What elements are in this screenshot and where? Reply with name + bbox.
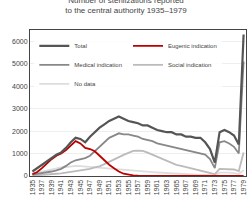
svg-text:1935: 1935	[29, 180, 36, 196]
svg-text:1971: 1971	[201, 180, 208, 196]
svg-text:1957: 1957	[134, 180, 141, 196]
svg-text:1955: 1955	[125, 180, 132, 196]
svg-text:1000: 1000	[12, 150, 28, 157]
svg-text:1967: 1967	[182, 180, 189, 196]
svg-text:1943: 1943	[67, 180, 74, 196]
svg-text:1979: 1979	[240, 180, 247, 196]
svg-text:Number of sterilizations repor: Number of sterilizations reportedto the …	[65, 0, 187, 15]
svg-text:1937: 1937	[38, 180, 45, 196]
svg-text:5000: 5000	[12, 60, 28, 67]
svg-text:1947: 1947	[86, 180, 93, 196]
svg-text:No data: No data	[74, 81, 96, 87]
svg-text:1965: 1965	[173, 180, 180, 196]
svg-text:1977: 1977	[230, 180, 237, 196]
svg-text:Total: Total	[74, 43, 87, 49]
svg-text:1973: 1973	[211, 180, 218, 196]
svg-text:0: 0	[24, 172, 28, 179]
svg-text:3000: 3000	[12, 105, 28, 112]
svg-text:1961: 1961	[153, 180, 160, 196]
svg-text:1963: 1963	[163, 180, 170, 196]
svg-text:1951: 1951	[105, 180, 112, 196]
svg-text:4000: 4000	[12, 83, 28, 90]
svg-text:1969: 1969	[192, 180, 199, 196]
svg-text:Social indication: Social indication	[168, 62, 211, 68]
svg-text:1959: 1959	[144, 180, 151, 196]
svg-text:Medical indication: Medical indication	[74, 62, 122, 68]
svg-text:1953: 1953	[115, 180, 122, 196]
svg-text:1945: 1945	[77, 180, 84, 196]
svg-text:Eugenic indication: Eugenic indication	[168, 43, 217, 49]
svg-text:2000: 2000	[12, 128, 28, 135]
svg-text:1939: 1939	[48, 180, 55, 196]
svg-text:1949: 1949	[96, 180, 103, 196]
svg-text:1941: 1941	[57, 180, 64, 196]
svg-text:1975: 1975	[221, 180, 228, 196]
svg-text:6000: 6000	[12, 38, 28, 45]
